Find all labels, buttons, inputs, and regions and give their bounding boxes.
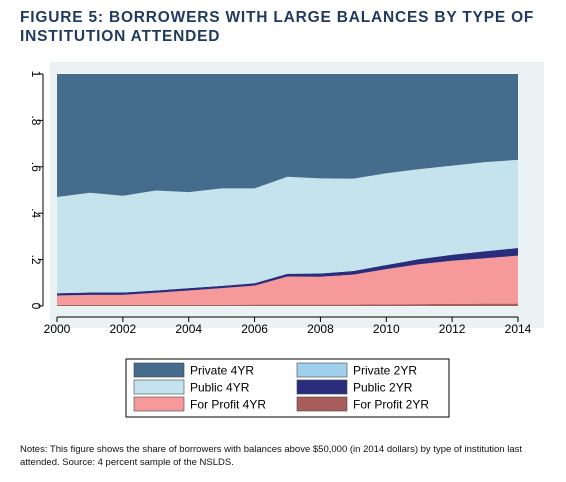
legend: Private 4YR Private 2YR Public 4YR Public 2… [125,358,450,418]
figure-notes: Notes: This figure shows the share of bo… [20,444,523,468]
x-tick-label: 2006 [241,322,268,336]
legend-label-for-profit-2yr: For Profit 2YR [353,398,429,412]
x-tick-label: 2010 [373,322,400,336]
axes: 0 .2 .4 .6 .8 1 2000 2002 2004 2006 2008 2010 2012 20… [29,71,532,336]
x-tick-label: 2012 [439,322,466,336]
legend-label-public-2yr: Public 2YR [353,381,413,395]
y-tick-label: .8 [29,115,43,125]
legend-swatch-private-2yr [296,362,348,378]
area-series [57,74,518,306]
area-private-4yr [57,74,518,197]
legend-label-for-profit-4yr: For Profit 4YR [190,398,266,412]
legend-swatch-for-profit-4yr [133,396,185,412]
legend-swatch-for-profit-2yr [296,396,348,412]
legend-label-public-4yr: Public 4YR [190,381,250,395]
x-tick-label: 2014 [505,322,532,336]
area-public-2yr [57,248,518,296]
y-tick-label: 0 [29,303,43,310]
y-tick-label: .6 [29,162,43,172]
legend-swatch-public-4yr [133,379,185,395]
area-public-4yr [57,159,518,294]
legend-label-private-2yr: Private 2YR [353,364,417,378]
x-tick-label: 2000 [44,322,71,336]
y-tick-label: .2 [29,255,43,265]
legend-label-private-4yr: Private 4YR [190,364,254,378]
area-for-profit-4yr [57,255,518,305]
stacked-area-chart: 0 .2 .4 .6 .8 1 2000 2002 2004 2006 2008 2010 2012 20… [29,62,544,418]
y-tick-label: .4 [29,208,43,218]
y-tick-label: 1 [29,71,43,78]
x-tick-label: 2004 [175,322,202,336]
x-tick-label: 2008 [307,322,334,336]
x-tick-label: 2002 [110,322,137,336]
legend-swatch-private-4yr [133,362,185,378]
legend-swatch-public-2yr [296,379,348,395]
figure-title: FIGURE 5: BORROWERS WITH LARGE BALANCES … [20,9,535,45]
